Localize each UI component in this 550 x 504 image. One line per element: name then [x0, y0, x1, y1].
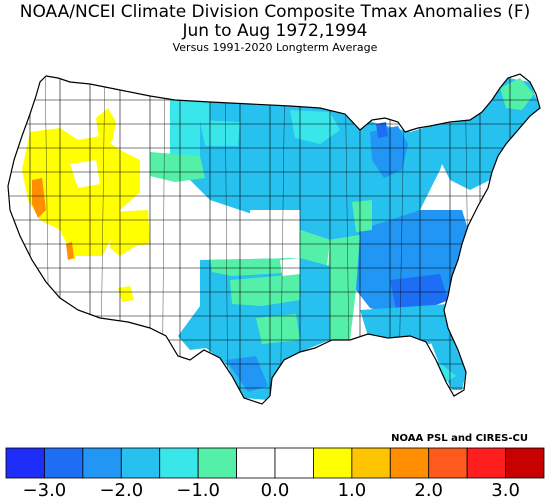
color-scale-swatch: [428, 447, 468, 479]
color-scale-swatch: [351, 447, 391, 479]
color-scale-tick-labels: −3.0 −2.0 −1.0 0.0 1.0 2.0 3.0: [0, 480, 550, 504]
color-scale-swatch: [197, 447, 237, 479]
map-period: Jun to Aug 1972,1994: [182, 21, 368, 41]
color-scale-tick-label: −2.0: [99, 480, 144, 501]
color-scale-swatch: [505, 447, 545, 479]
color-scale-swatch: [466, 447, 506, 479]
color-scale-tick-label: −3.0: [22, 480, 67, 501]
color-scale-tick-label: 0.0: [260, 480, 290, 501]
color-scale-tick-label: −1.0: [176, 480, 220, 501]
color-scale-tick-label: 3.0: [491, 480, 520, 501]
us-climate-division-map: [7, 73, 541, 405]
color-scale-bar: [5, 447, 545, 479]
color-scale-swatch: [120, 447, 161, 479]
map-baseline: Versus 1991-2020 Longterm Average: [172, 41, 378, 54]
color-scale-swatch: [44, 447, 84, 479]
color-scale-swatch: [5, 447, 45, 479]
color-scale-swatch: [274, 447, 314, 479]
color-scale-swatch: [236, 447, 276, 479]
color-scale-swatch: [313, 447, 353, 479]
map-title: NOAA/NCEI Climate Division Composite Tma…: [19, 2, 531, 22]
color-scale-tick-label: 1.0: [337, 480, 367, 501]
color-scale-tick-label: 2.0: [414, 480, 444, 501]
color-scale-swatch: [389, 447, 430, 479]
data-credit: NOAA PSL and CIRES-CU: [391, 433, 528, 444]
color-scale-swatch: [82, 447, 122, 479]
color-scale-swatch: [159, 447, 199, 479]
